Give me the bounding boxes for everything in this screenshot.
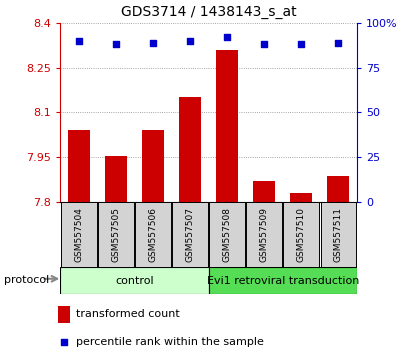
Bar bbox=[320, 202, 356, 267]
Bar bbox=[253, 181, 275, 202]
Text: GSM557510: GSM557510 bbox=[297, 207, 306, 262]
Bar bbox=[61, 202, 97, 267]
Bar bbox=[60, 267, 209, 294]
Bar bbox=[179, 97, 201, 202]
Text: transformed count: transformed count bbox=[76, 309, 180, 319]
Text: percentile rank within the sample: percentile rank within the sample bbox=[76, 337, 264, 347]
Text: control: control bbox=[115, 275, 154, 286]
Point bbox=[335, 40, 342, 46]
Point bbox=[61, 339, 67, 344]
Point bbox=[149, 40, 156, 46]
Title: GDS3714 / 1438143_s_at: GDS3714 / 1438143_s_at bbox=[121, 5, 296, 19]
Bar bbox=[290, 193, 312, 202]
Point bbox=[112, 42, 119, 47]
Bar bbox=[142, 130, 164, 202]
Point bbox=[224, 34, 230, 40]
Point bbox=[298, 42, 305, 47]
Point bbox=[261, 42, 268, 47]
Point bbox=[187, 38, 193, 44]
Bar bbox=[216, 50, 238, 202]
Bar bbox=[283, 202, 319, 267]
Text: Evi1 retroviral transduction: Evi1 retroviral transduction bbox=[207, 275, 359, 286]
Bar bbox=[68, 130, 90, 202]
Point bbox=[76, 38, 82, 44]
Bar bbox=[98, 202, 134, 267]
Bar bbox=[105, 156, 127, 202]
Bar bbox=[209, 202, 245, 267]
Text: GSM557504: GSM557504 bbox=[74, 207, 83, 262]
Bar bbox=[327, 176, 349, 202]
Text: GSM557506: GSM557506 bbox=[149, 207, 157, 262]
Bar bbox=[209, 267, 357, 294]
Bar bbox=[172, 202, 208, 267]
Bar bbox=[135, 202, 171, 267]
Text: GSM557509: GSM557509 bbox=[260, 207, 269, 262]
Text: GSM557511: GSM557511 bbox=[334, 207, 343, 262]
Text: GSM557508: GSM557508 bbox=[222, 207, 232, 262]
Bar bbox=[247, 202, 282, 267]
Text: GSM557505: GSM557505 bbox=[111, 207, 120, 262]
Bar bbox=[58, 306, 70, 323]
Text: protocol: protocol bbox=[4, 275, 49, 285]
Text: GSM557507: GSM557507 bbox=[186, 207, 195, 262]
